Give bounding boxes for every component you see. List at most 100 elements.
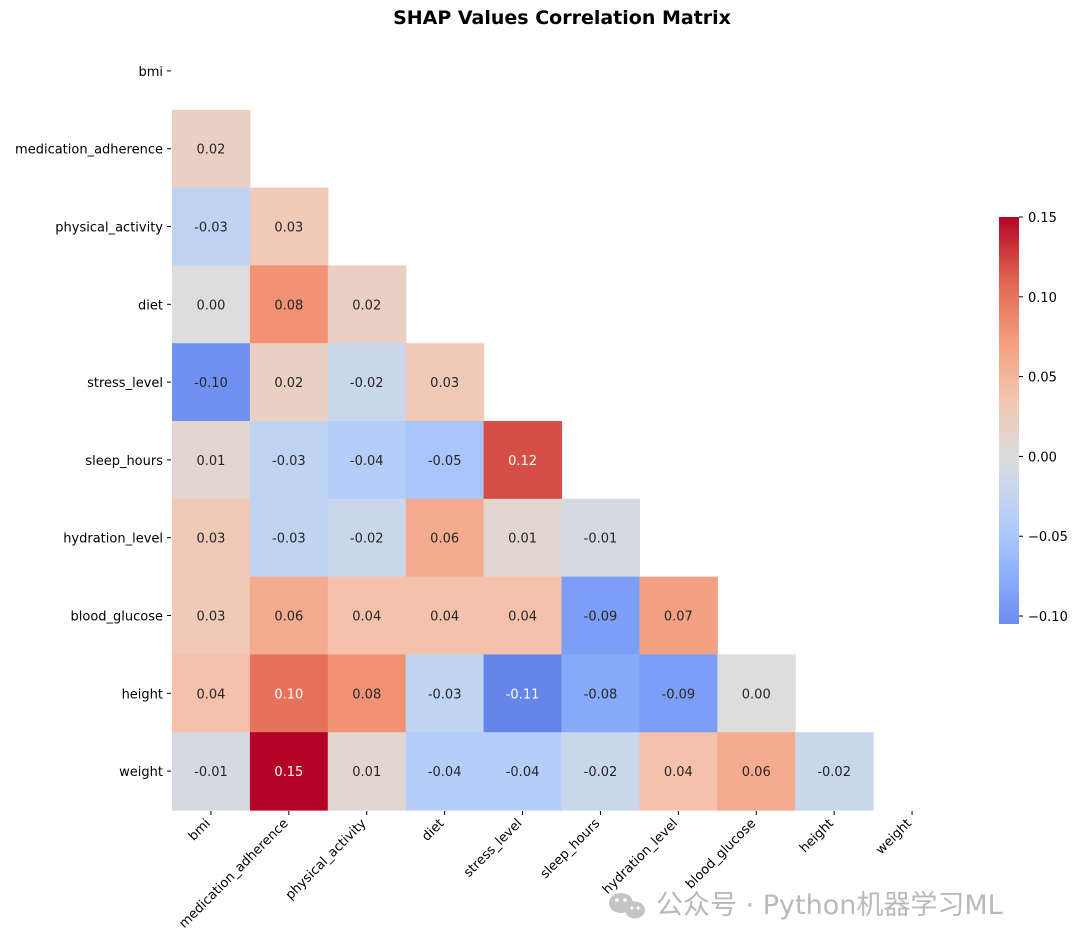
y-tick-label: hydration_level	[63, 532, 163, 547]
cell-value-label: -0.08	[584, 687, 618, 702]
cell-value-label: 0.04	[430, 610, 459, 625]
x-tick-label: diet	[419, 816, 447, 844]
y-tick-label: height	[122, 687, 163, 702]
heatmap-cell	[249, 421, 329, 500]
heatmap-cell	[483, 654, 563, 733]
cell-value-label: -0.01	[584, 532, 618, 547]
cell-value-label: 0.15	[274, 765, 303, 780]
heatmap-cell	[483, 576, 563, 655]
heatmap-cell	[249, 732, 329, 811]
heatmap-cell	[795, 732, 874, 811]
heatmap-cell	[249, 576, 329, 655]
cell-value-label: -0.03	[194, 221, 228, 236]
cell-value-label: 0.02	[274, 376, 303, 391]
heatmap-cell	[172, 654, 251, 733]
x-tick-label: stress_level	[461, 816, 525, 880]
cell-value-label: 0.03	[196, 610, 225, 625]
heatmap-cell	[717, 732, 796, 811]
cell-value-label: -0.04	[428, 765, 462, 780]
heatmap-cell	[327, 732, 407, 811]
cell-value-label: 0.01	[352, 765, 381, 780]
cell-value-label: 0.07	[664, 610, 693, 625]
cell-value-label: -0.02	[817, 765, 851, 780]
cell-value-label: 0.00	[196, 298, 225, 313]
cell-value-label: 0.02	[196, 143, 225, 158]
cell-value-label: -0.03	[272, 532, 306, 547]
heatmap-cell	[561, 732, 640, 811]
colorbar-tick-label: 0.00	[1028, 450, 1057, 465]
x-tick-label: blood_glucose	[683, 816, 759, 892]
cell-value-label: 0.01	[196, 454, 225, 469]
y-tick-label: bmi	[138, 65, 163, 80]
heatmap-cell	[483, 732, 563, 811]
watermark-text: 公众号 · Python机器学习ML	[656, 890, 1003, 921]
colorbar-tick-label: 0.15	[1028, 211, 1057, 226]
heatmap-cell	[639, 576, 718, 655]
heatmap-cell	[327, 421, 407, 500]
x-tick-label: sleep_hours	[538, 816, 604, 882]
cell-value-label: 0.02	[352, 298, 381, 313]
colorbar: −0.10 −0.05 0.00 0.05 0.10 0.15	[999, 211, 1068, 625]
cell-value-label: -0.05	[428, 454, 462, 469]
y-axis-ticks: bmi medication_adherence physical_activity…	[15, 65, 171, 780]
cell-value-label: -0.03	[428, 687, 462, 702]
y-tick-label: physical_activity	[55, 221, 163, 236]
heatmap-cell	[172, 109, 251, 189]
cell-value-label: -0.04	[350, 454, 384, 469]
cell-value-label: -0.01	[194, 765, 228, 780]
cell-value-label: -0.04	[506, 765, 540, 780]
heatmap-cell	[249, 265, 329, 344]
heatmap-cell	[483, 498, 563, 578]
heatmap-cell	[327, 576, 407, 655]
heatmap-cell	[249, 498, 329, 578]
colorbar-tick-label: −0.05	[1028, 530, 1068, 545]
cell-value-label: 0.03	[274, 221, 303, 236]
heatmap-cell	[405, 576, 485, 655]
heatmap-cells: 0.02 -0.03 0.03 0.00 0.08 0.02 -0.10 0.02 -0.02 0…	[172, 109, 874, 811]
cell-value-label: 0.04	[508, 610, 537, 625]
cell-value-label: 0.06	[742, 765, 771, 780]
y-tick-label: sleep_hours	[85, 454, 163, 469]
heatmap-cell	[405, 732, 485, 811]
heatmap-cell	[639, 654, 718, 733]
wechat-icon	[609, 893, 645, 919]
cell-value-label: 0.03	[430, 376, 459, 391]
y-tick-label: medication_adherence	[15, 143, 163, 158]
cell-value-label: 0.04	[664, 765, 693, 780]
colorbar-tick-label: 0.10	[1028, 291, 1057, 306]
chart-title: SHAP Values Correlation Matrix	[393, 7, 731, 29]
cell-value-label: 0.08	[274, 298, 303, 313]
heatmap-cell	[717, 654, 796, 733]
cell-value-label: 0.10	[274, 687, 303, 702]
heatmap-cell	[172, 421, 251, 500]
colorbar-gradient	[999, 217, 1019, 624]
heatmap-cell	[405, 498, 485, 578]
x-tick-label: bmi	[186, 816, 214, 844]
cell-value-label: -0.10	[194, 376, 228, 391]
cell-value-label: 0.06	[274, 610, 303, 625]
heatmap-cell	[172, 343, 251, 422]
heatmap-cell	[172, 187, 251, 266]
heatmap-cell	[172, 498, 251, 578]
x-tick-label: weight	[873, 816, 915, 858]
cell-value-label: -0.03	[272, 454, 306, 469]
cell-value-label: -0.02	[350, 376, 384, 391]
x-tick-label: hydration_level	[600, 816, 681, 897]
heatmap-cell	[249, 343, 329, 422]
heatmap-cell	[639, 732, 718, 811]
y-tick-label: diet	[138, 298, 163, 313]
cell-value-label: -0.11	[506, 687, 540, 702]
heatmap-cell	[327, 343, 407, 422]
colorbar-tick-label: 0.05	[1028, 371, 1057, 386]
cell-value-label: -0.09	[662, 687, 696, 702]
heatmap-cell	[249, 187, 329, 266]
x-tick-label: physical_activity	[283, 816, 370, 903]
colorbar-tick-label: −0.10	[1028, 610, 1068, 625]
cell-value-label: 0.03	[196, 532, 225, 547]
cell-value-label: -0.09	[584, 610, 618, 625]
heatmap-cell	[327, 498, 407, 578]
heatmap-cell	[327, 654, 407, 733]
heatmap-cell	[483, 421, 563, 500]
cell-value-label: -0.02	[584, 765, 618, 780]
